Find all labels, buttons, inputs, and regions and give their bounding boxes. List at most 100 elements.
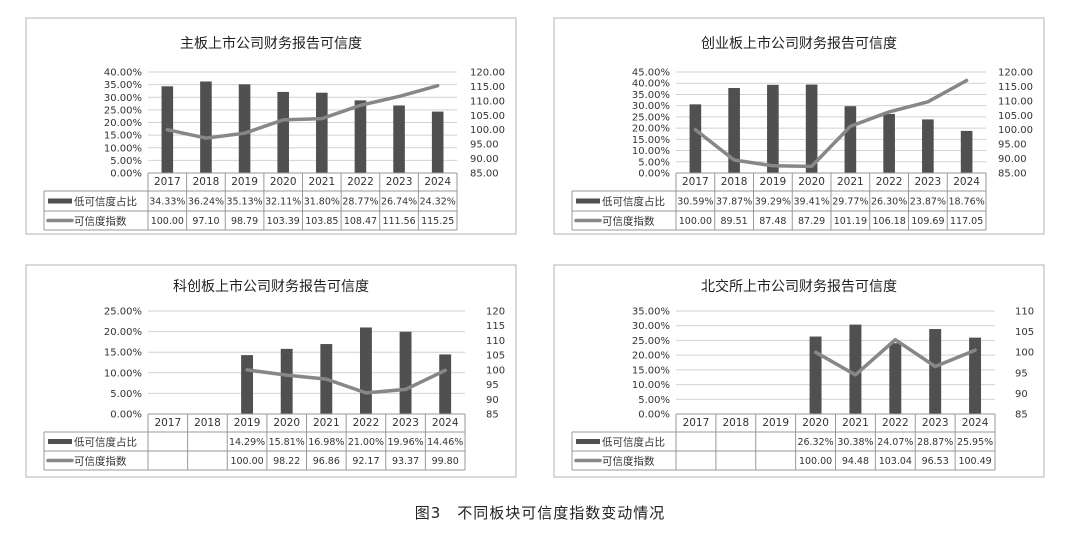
y-right-tick: 110.00	[998, 96, 1033, 107]
bar-2019	[241, 355, 254, 414]
line-series-index	[693, 78, 969, 169]
y-left-tick: 30.00%	[632, 101, 670, 112]
y-left-tick: 15.00%	[632, 135, 670, 146]
data-label: 103.85	[305, 216, 338, 227]
y-left-tick: 10.00%	[104, 368, 142, 379]
bar-2022	[889, 343, 902, 414]
y-left-tick: 15.00%	[104, 348, 142, 359]
data-label: 108.47	[344, 216, 377, 227]
data-label: 92.17	[352, 456, 379, 467]
data-label: 26.32%	[797, 437, 833, 448]
data-label: 31.80%	[304, 197, 340, 208]
y-left-tick: 35.00%	[632, 307, 670, 318]
y-left-tick: 35.00%	[104, 80, 142, 91]
x-tick-label: 2017	[683, 417, 710, 429]
data-label: 28.87%	[917, 437, 953, 448]
x-tick-label: 2020	[270, 176, 297, 188]
data-label: 100.00	[679, 216, 712, 227]
bar-2020	[805, 84, 818, 173]
data-label: 21.00%	[348, 437, 384, 448]
y-left-tick: 45.00%	[632, 68, 670, 79]
data-label: 39.29%	[755, 197, 791, 208]
y-left-tick: 0.00%	[638, 169, 670, 180]
x-tick-label: 2023	[386, 176, 413, 188]
chart-panel-2: 创业板上市公司财务报告可信度 45.00%40.00%35.00%30.00%25…	[553, 17, 1045, 235]
x-tick-label: 2022	[876, 176, 903, 188]
bar-2018	[200, 81, 212, 173]
chart-frame	[553, 264, 1045, 478]
y-left-tick: 25.00%	[104, 105, 142, 116]
y-right-tick: 90	[486, 395, 499, 406]
data-label: 28.77%	[342, 197, 378, 208]
y-left-tick: 0.00%	[638, 410, 670, 421]
y-left-tick: 5.00%	[638, 157, 670, 168]
y-left-tick: 40.00%	[104, 68, 142, 79]
data-label: 109.69	[911, 216, 944, 227]
data-label: 103.04	[879, 456, 912, 467]
legend-label-line: 可信度指数	[602, 455, 655, 468]
data-label: 115.25	[421, 216, 454, 227]
legend-label-bar: 低可信度占比	[74, 195, 137, 208]
legend-label-line: 可信度指数	[74, 455, 127, 468]
y-left-tick: 30.00%	[104, 93, 142, 104]
y-left-tick: 20.00%	[104, 118, 142, 129]
bar-2021	[844, 106, 857, 173]
y-left-tick: 5.00%	[110, 156, 142, 167]
legend-label-bar: 低可信度占比	[74, 436, 137, 449]
data-label: 101.19	[834, 216, 867, 227]
x-tick-label: 2018	[721, 176, 748, 188]
x-tick-label: 2021	[837, 176, 864, 188]
bar-2023	[393, 105, 405, 173]
bar-2020	[277, 91, 289, 173]
x-tick-label: 2017	[682, 176, 709, 188]
data-label: 87.29	[798, 216, 825, 227]
y-left-tick: 10.00%	[632, 146, 670, 157]
y-right-tick: 105	[486, 351, 505, 362]
x-tick-label: 2019	[231, 176, 258, 188]
bar-2023	[399, 331, 412, 414]
chart-title: 科创板上市公司财务报告可信度	[173, 278, 369, 295]
y-right-tick: 120.00	[998, 68, 1033, 79]
x-tick-label: 2023	[922, 417, 949, 429]
chart-panel-1: 主板上市公司财务报告可信度 40.00%35.00% 30.00%25.00% 20.…	[25, 17, 517, 235]
x-tick-label: 2024	[432, 417, 459, 429]
data-label: 26.74%	[381, 197, 417, 208]
y-right-tick: 100	[1015, 348, 1034, 359]
y-right-tick: 105.00	[470, 111, 505, 122]
bar-2022	[359, 327, 372, 414]
y-right-tick: 95.00	[470, 140, 499, 151]
data-label: 26.30%	[871, 197, 907, 208]
y-right-tick: 85.00	[998, 169, 1027, 180]
data-label: 100.00	[799, 456, 832, 467]
y-left-tick: 0.00%	[110, 169, 142, 180]
x-tick-label: 2022	[347, 176, 374, 188]
bar-2024	[969, 337, 982, 414]
data-label: 39.41%	[794, 197, 830, 208]
bar-2024	[431, 111, 444, 173]
y-left-tick: 30.00%	[632, 321, 670, 332]
y-right-tick: 110	[1015, 307, 1034, 318]
y-left-tick: 15.00%	[104, 131, 142, 142]
x-tick-label: 2021	[313, 417, 340, 429]
x-tick-label: 2018	[193, 176, 220, 188]
data-label: 32.11%	[265, 197, 301, 208]
legend-label-bar: 低可信度占比	[602, 195, 665, 208]
y-right-tick: 100	[486, 365, 505, 376]
chart-title: 主板上市公司财务报告可信度	[180, 35, 362, 52]
bar-2019	[238, 84, 251, 173]
x-tick-label: 2024	[953, 176, 980, 188]
bar-2018	[728, 88, 740, 173]
data-label: 96.53	[922, 456, 949, 467]
y-left-tick: 5.00%	[110, 389, 142, 400]
y-right-tick: 100.00	[998, 125, 1033, 136]
y-right-tick: 85.00	[470, 169, 499, 180]
data-label: 15.81%	[269, 437, 305, 448]
legend-swatch-bar	[48, 439, 72, 444]
x-tick-label: 2023	[915, 176, 942, 188]
y-right-tick: 120	[486, 307, 505, 318]
data-label: 100.00	[151, 216, 184, 227]
y-left-tick: 15.00%	[632, 365, 670, 376]
y-right-tick: 110.00	[470, 96, 505, 107]
data-label: 24.32%	[420, 197, 456, 208]
